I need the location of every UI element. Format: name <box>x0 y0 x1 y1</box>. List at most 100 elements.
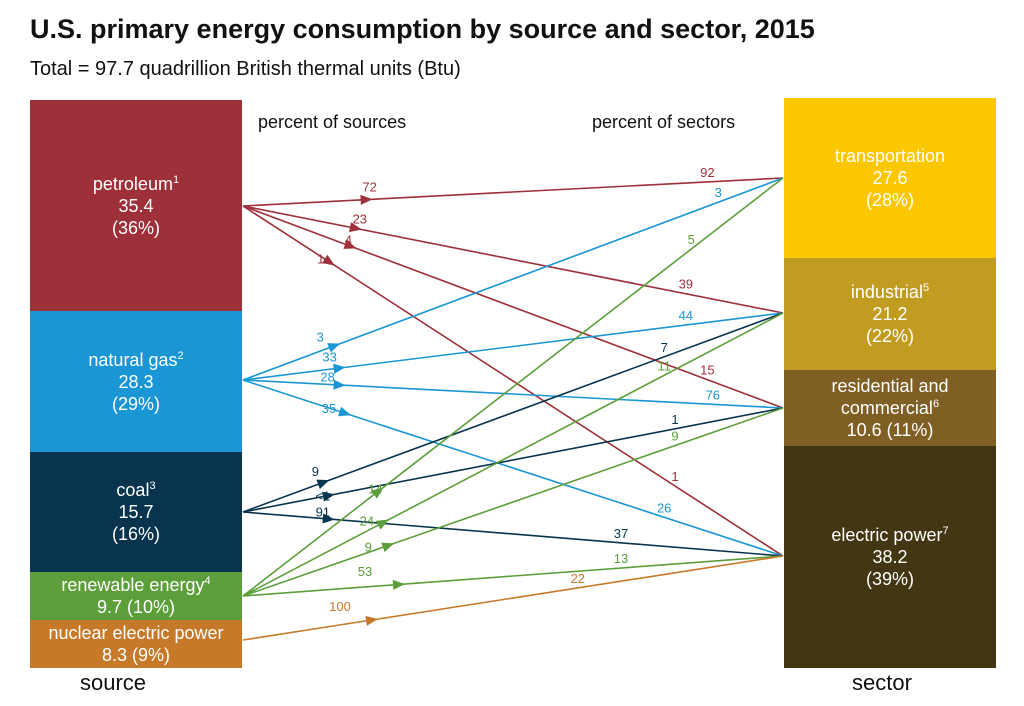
natural-gas-share: (29%) <box>111 393 160 414</box>
flow-arrowhead-natural_gas-to-electric <box>338 406 351 417</box>
flow-sector-percent-label: 92 <box>700 165 714 180</box>
nuclear-electric-power-label: nuclear electric power <box>48 623 224 643</box>
source-box-nuclear-electric-power: nuclear electric power 8.3 (9%) <box>30 620 242 668</box>
industrial-label: industrial5 <box>850 282 930 302</box>
sector-box-residential-commercial: residential and commercial6 10.6 (11%) <box>784 370 996 446</box>
flow-arrowhead-petroleum-to-electric <box>322 254 335 266</box>
flow-source-percent-label: 3 <box>317 330 324 345</box>
flow-line-renewable-to-transportation <box>242 177 784 597</box>
flow-arrowhead-nuclear-to-electric <box>365 615 378 626</box>
flow-line-renewable-to-industrial <box>242 312 784 597</box>
flow-sector-percent-label: 3 <box>715 185 722 200</box>
petroleum-value: 35.4 <box>118 195 154 216</box>
flow-sector-percent-label: 1 <box>671 412 678 427</box>
flow-arrowhead-natural_gas-to-res_com <box>333 379 346 390</box>
source-axis-label: source <box>80 670 147 695</box>
flow-arrowhead-natural_gas-to-transportation <box>327 343 341 353</box>
flow-arrowhead-coal-to-electric <box>322 513 335 524</box>
percent-of-sectors-heading: percent of sectors <box>592 112 736 132</box>
flow-line-coal-to-industrial <box>242 312 784 513</box>
sector-axis-label: sector <box>852 670 912 695</box>
electric-power-value: 38.2 <box>872 547 908 567</box>
flow-source-percent-label: 72 <box>362 179 376 194</box>
flow-sector-percent-label: 9 <box>671 429 678 444</box>
flow-source-percent-label: 100 <box>329 599 351 614</box>
flow-sector-percent-label: 15 <box>700 363 714 378</box>
transportation-label: transportation <box>834 146 946 166</box>
flow-arrowhead-petroleum-to-res_com <box>343 239 357 249</box>
flow-line-natural_gas-to-res_com <box>242 379 784 409</box>
flow-source-percent-label: 91 <box>316 504 330 519</box>
coal-share: (16%) <box>111 524 160 544</box>
flow-sector-percent-label: 22 <box>571 571 585 586</box>
transportation-share: (28%) <box>865 190 914 210</box>
flow-sector-percent-label: 1 <box>671 469 678 484</box>
flow-arrowhead-petroleum-to-transportation <box>360 194 373 205</box>
flow-source-percent-label: 23 <box>353 212 367 227</box>
flow-arrowhead-renewable-to-electric <box>392 579 405 590</box>
flow-source-percent-label: 9 <box>365 539 372 554</box>
nuclear-electric-power-value: 8.3 (9%) <box>101 645 171 665</box>
electric-power-label: electric power7 <box>831 525 949 545</box>
flow-line-petroleum-to-transportation <box>242 177 784 207</box>
flow-line-nuclear-to-electric <box>242 555 784 641</box>
coal-value: 15.7 <box>118 502 154 522</box>
natural-gas-value: 28.3 <box>118 371 154 392</box>
flow-source-percent-label: 1 <box>317 252 324 267</box>
residential-commercial-value: 10.6 (11%) <box>846 420 934 440</box>
flow-line-natural_gas-to-industrial <box>242 312 784 381</box>
source-box-natural-gas: natural gas2 28.3 (29%) <box>30 311 242 452</box>
source-box-renewable-energy: renewable energy4 9.7 (10%) <box>30 572 242 620</box>
flow-sector-percent-label: 37 <box>614 526 628 541</box>
flow-source-percent-label: 9 <box>312 464 319 479</box>
electric-power-share: (39%) <box>865 569 914 589</box>
flow-line-renewable-to-electric <box>242 555 784 597</box>
flow-arrowhead-renewable-to-industrial <box>375 519 389 530</box>
flow-source-percent-label: 4 <box>345 232 352 247</box>
flow-arrowhead-petroleum-to-industrial <box>349 222 362 233</box>
chart-title: U.S. primary energy consumption by sourc… <box>30 14 815 44</box>
transportation-value: 27.6 <box>872 168 908 188</box>
flow-arrowhead-renewable-to-res_com <box>381 542 395 553</box>
flow-line-petroleum-to-industrial <box>242 205 784 314</box>
flow-sector-percent-label: 26 <box>657 500 671 515</box>
flow-arrowhead-renewable-to-transportation <box>370 487 384 499</box>
flow-arrowhead-coal-to-res_com <box>322 491 335 502</box>
source-box-coal: coal3 15.7 (16%) <box>30 452 242 572</box>
flow-source-percent-label: 53 <box>358 564 372 579</box>
industrial-value: 21.2 <box>872 304 908 324</box>
flow-source-percent-label: 28 <box>320 369 334 384</box>
sector-box-transportation: transportation 27.6 (28%) <box>784 98 996 258</box>
flow-sector-percent-label: 39 <box>679 277 693 292</box>
sector-box-electric-power: electric power7 38.2 (39%) <box>784 446 996 668</box>
industrial-share: (22%) <box>865 326 914 346</box>
renewable-energy-label: renewable energy4 <box>61 575 211 595</box>
petroleum-share: (36%) <box>111 217 160 238</box>
source-box-petroleum: petroleum1 35.4 (36%) <box>30 100 242 311</box>
flow-sector-percent-label: 5 <box>688 232 695 247</box>
flow-sector-percent-label: 76 <box>706 387 720 402</box>
residential-commercial-label-line2: commercial6 <box>840 398 940 418</box>
flow-line-natural_gas-to-electric <box>242 379 784 557</box>
flow-sector-percent-label: 13 <box>614 551 628 566</box>
flow-sector-percent-label: 7 <box>661 340 668 355</box>
coal-label: coal3 <box>116 480 156 500</box>
flow-arrowhead-natural_gas-to-industrial <box>333 363 346 374</box>
flow-line-renewable-to-res_com <box>242 407 784 597</box>
sector-box-industrial: industrial5 21.2 (22%) <box>784 258 996 370</box>
natural-gas-label: natural gas2 <box>88 349 184 370</box>
flow-source-percent-label: 35 <box>322 401 336 416</box>
renewable-energy-value: 9.7 (10%) <box>96 597 176 617</box>
flow-sector-percent-label: 11 <box>657 358 671 373</box>
flow-sector-percent-label: 44 <box>679 308 693 323</box>
residential-commercial-label-line1: residential and <box>831 376 949 396</box>
flow-arrowhead-coal-to-industrial <box>316 479 330 490</box>
flow-source-percent-label: 33 <box>322 349 336 364</box>
chart-subtitle: Total = 97.7 quadrillion British thermal… <box>30 58 461 80</box>
flow-source-percent-label: 14 <box>368 481 382 496</box>
flow-source-percent-label: <1 <box>315 488 330 503</box>
petroleum-label: petroleum1 <box>92 173 180 194</box>
percent-of-sources-heading: percent of sources <box>258 112 407 132</box>
flow-source-percent-label: 24 <box>360 514 374 529</box>
